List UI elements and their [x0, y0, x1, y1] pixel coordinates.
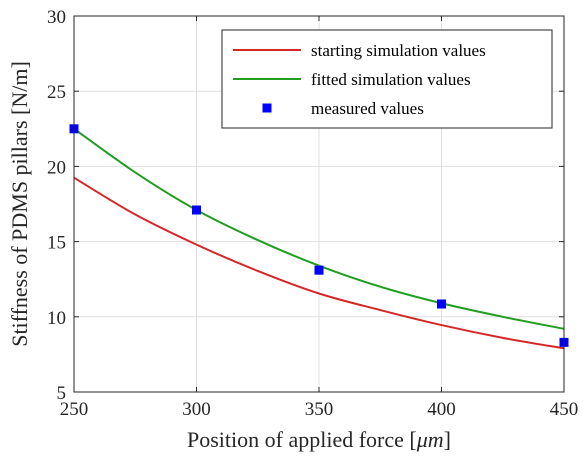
y-tick-label: 5 — [57, 383, 67, 404]
x-axis-label-prefix: Position of applied force [ — [187, 427, 417, 452]
x-axis-label: Position of applied force [μm] — [187, 427, 451, 452]
x-axis-label-suffix: ] — [444, 427, 451, 452]
y-tick-label: 10 — [47, 308, 66, 329]
x-tick-label: 350 — [305, 399, 334, 420]
x-tick-label: 400 — [427, 399, 456, 420]
x-tick-label: 450 — [550, 399, 579, 420]
series-line-0 — [73, 176, 565, 350]
y-tick-label: 20 — [47, 157, 66, 178]
y-axis-label: Stiffness of PDMS pillars [N/m] — [7, 61, 32, 347]
legend-swatch-2 — [262, 103, 272, 113]
x-tick-label: 300 — [182, 399, 211, 420]
legend-label-0: starting simulation values — [311, 41, 486, 60]
legend-label-1: fitted simulation values — [311, 70, 471, 89]
measured-point — [192, 205, 201, 215]
series-line-1 — [73, 127, 565, 330]
measured-point — [437, 299, 446, 309]
y-tick-label: 25 — [47, 82, 66, 103]
axis-ticks: 250 300 350 400 450 5 10 15 20 25 30 — [47, 7, 578, 420]
y-tick-label: 30 — [47, 7, 66, 28]
measured-point — [314, 265, 324, 275]
legend: starting simulation values fitted simulat… — [221, 29, 553, 129]
x-tick-label: 250 — [60, 399, 89, 420]
x-axis-label-unit: μm — [416, 427, 444, 452]
y-tick-label: 15 — [47, 233, 66, 254]
legend-label-2: measured values — [311, 99, 424, 118]
